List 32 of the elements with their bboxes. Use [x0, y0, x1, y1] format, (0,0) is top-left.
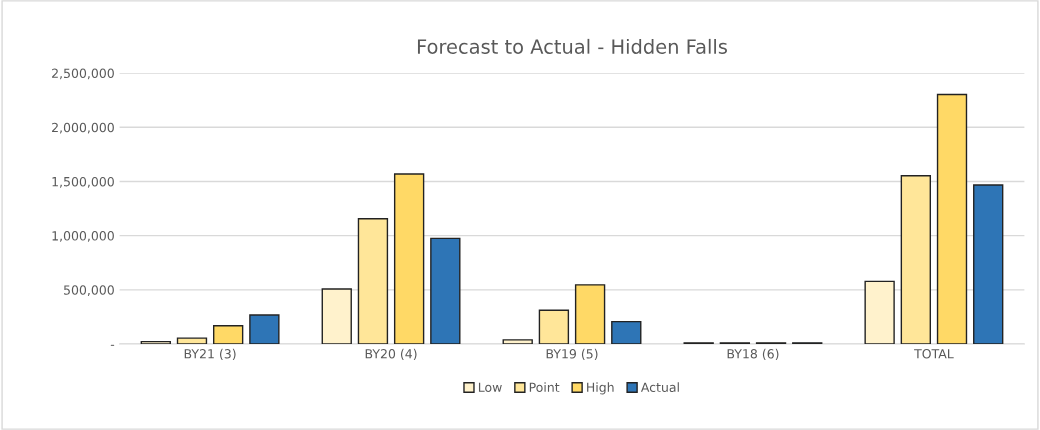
bar [936, 93, 968, 344]
x-tick-label: BY20 (4) [365, 348, 417, 361]
bar [140, 340, 171, 344]
x-tick-label: BY18 (6) [727, 348, 779, 361]
y-tick-label: 2,000,000 [52, 122, 114, 134]
y-tick-label: 2,500,000 [52, 68, 114, 80]
bar [574, 284, 606, 344]
bar [611, 320, 642, 344]
x-tick-label: TOTAL [914, 349, 954, 359]
bar [973, 184, 1004, 344]
x-tick-label: BY19 (5) [546, 348, 598, 361]
x-tick-label: BY21 (3) [184, 348, 236, 361]
y-tick-label: 500,000 [64, 285, 114, 297]
chart-title: Forecast to Actual - Hidden Falls [417, 38, 727, 54]
bar [357, 218, 389, 344]
bar [249, 314, 280, 344]
bar [864, 280, 895, 344]
bar [393, 173, 425, 344]
bar [213, 325, 244, 344]
y-tick-label: 1,500,000 [52, 176, 114, 188]
bar [538, 309, 570, 344]
bar [321, 288, 352, 344]
legend-label: Actual [640, 382, 679, 393]
y-tick-label: 1,000,000 [52, 231, 114, 242]
bar [430, 237, 461, 344]
y-tick-label: - [110, 344, 115, 346]
bar [900, 175, 931, 344]
legend-label: Low [478, 382, 502, 393]
bar [176, 337, 208, 344]
legend-label: Point [529, 382, 560, 393]
legend-label: High [587, 382, 614, 395]
bar [502, 339, 533, 344]
